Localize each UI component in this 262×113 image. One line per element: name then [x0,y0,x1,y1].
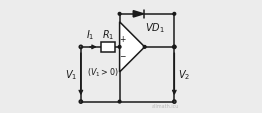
Bar [101,42,115,53]
Text: $V_1$: $V_1$ [64,68,77,81]
Circle shape [173,46,176,49]
Text: $(V_1>0)$: $(V_1>0)$ [87,66,118,79]
Text: −: − [119,51,126,60]
Circle shape [118,46,121,49]
Circle shape [118,100,121,103]
Circle shape [143,46,146,49]
Text: $VD_1$: $VD_1$ [145,21,165,35]
Polygon shape [119,23,145,72]
Polygon shape [133,12,144,18]
Text: $I_1$: $I_1$ [86,28,94,41]
Circle shape [118,13,121,16]
Circle shape [173,13,176,16]
Text: $V_2$: $V_2$ [178,68,190,81]
Text: +: + [119,35,126,44]
Text: allmath.icu: allmath.icu [151,104,179,108]
Text: $R_1$: $R_1$ [102,28,114,41]
